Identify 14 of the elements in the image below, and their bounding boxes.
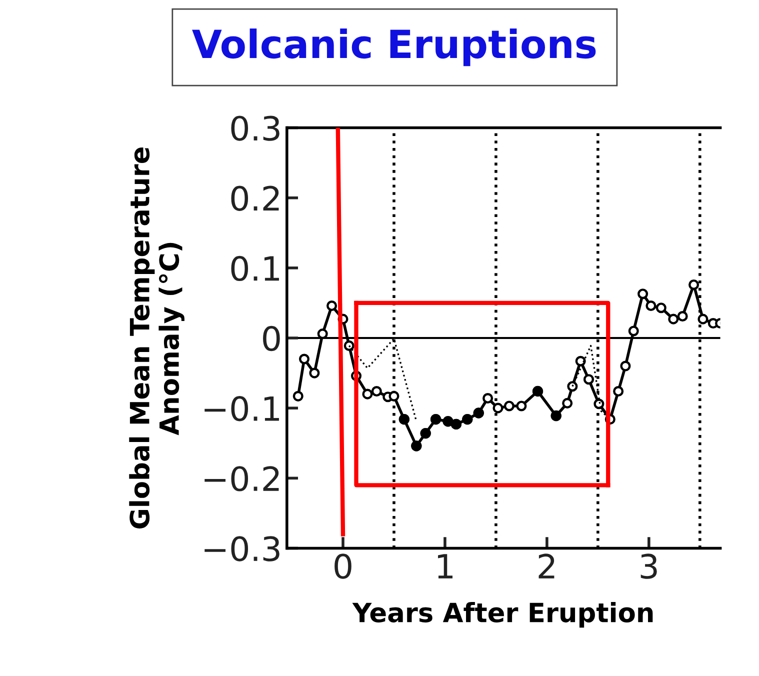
- chart-title: Volcanic Eruptions: [192, 28, 596, 66]
- y-tick-label: 0.1: [231, 256, 279, 282]
- x-tick-label: 2: [538, 554, 554, 578]
- x-axis-title: Years After Eruption: [352, 602, 653, 628]
- x-tick-label: 3: [640, 554, 657, 579]
- y-tick-label: 0.3: [231, 116, 280, 141]
- y-tick-label: 0: [263, 326, 280, 352]
- y-tick-label: −0.3: [204, 536, 280, 562]
- x-tick-label: 0: [334, 554, 352, 579]
- y-tick-label: 0.2: [231, 186, 279, 211]
- y-tick-label: −0.1: [204, 396, 279, 422]
- y-axis-title: Global Mean Temperature Anomaly (°C): [129, 148, 184, 528]
- y-tick-label: −0.2: [204, 466, 279, 492]
- x-tick-label: 1: [438, 554, 452, 578]
